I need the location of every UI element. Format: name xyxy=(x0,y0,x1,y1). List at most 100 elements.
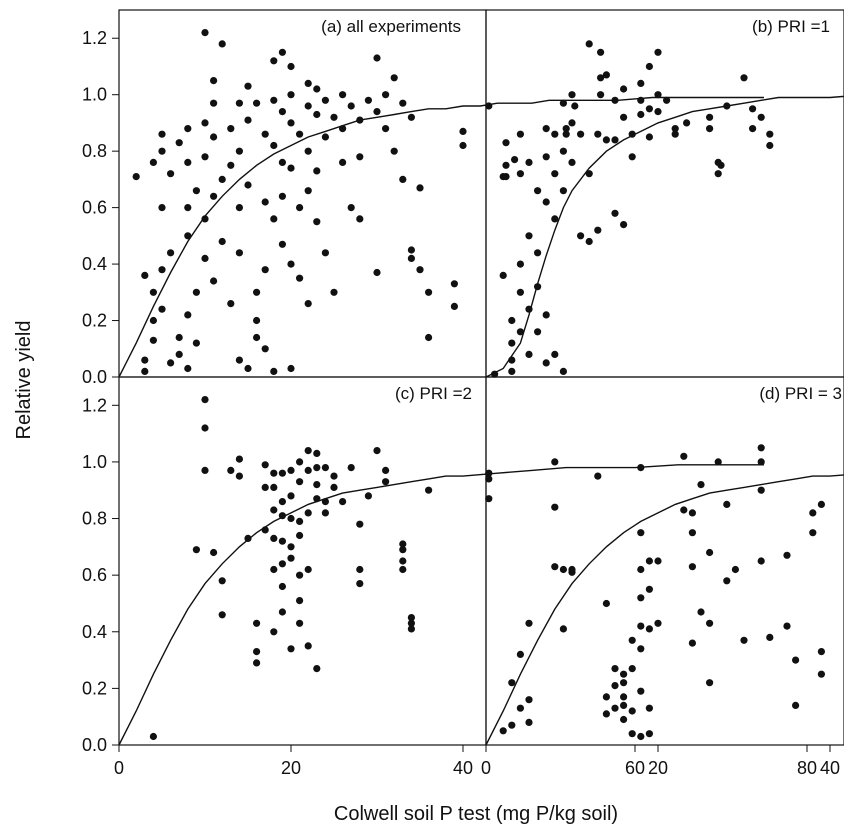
data-point-d xyxy=(792,656,800,664)
y-tick-label: 0.4 xyxy=(82,254,107,274)
data-point-c xyxy=(321,498,329,506)
data-point-b xyxy=(585,40,593,48)
data-point-d xyxy=(559,625,568,633)
data-point-a xyxy=(416,184,424,192)
data-point-a xyxy=(373,108,381,116)
data-point-a xyxy=(192,288,200,296)
data-point-b xyxy=(525,305,533,313)
data-point-a xyxy=(141,271,149,279)
data-point-d xyxy=(602,599,611,608)
data-point-a xyxy=(261,130,269,138)
data-point-c xyxy=(201,424,209,432)
data-point-c xyxy=(304,466,312,474)
data-point-b xyxy=(654,48,662,56)
data-point-a xyxy=(321,96,329,104)
data-point-d xyxy=(723,500,731,508)
data-point-a xyxy=(244,116,252,124)
data-point-b xyxy=(516,328,525,336)
data-point-d xyxy=(688,639,697,647)
data-point-a xyxy=(175,333,183,342)
y-tick-label: 0.6 xyxy=(82,198,107,218)
data-point-c xyxy=(253,648,261,656)
data-point-a xyxy=(192,339,200,347)
data-point-c xyxy=(485,469,493,477)
data-point-b xyxy=(766,130,774,138)
data-point-a xyxy=(218,40,226,48)
data-point-b xyxy=(594,130,602,138)
data-point-c xyxy=(313,665,321,673)
data-point-a xyxy=(270,96,278,104)
data-point-b xyxy=(534,249,542,257)
data-point-d xyxy=(525,619,533,627)
data-point-a xyxy=(399,175,407,183)
data-point-a xyxy=(201,28,209,37)
data-point-a xyxy=(167,249,175,257)
data-point-a xyxy=(597,74,605,82)
y-tick-label: 1.0 xyxy=(82,85,107,105)
data-point-a xyxy=(261,198,269,206)
data-point-b xyxy=(499,271,507,279)
data-point-a xyxy=(425,288,433,296)
data-point-d xyxy=(628,730,636,738)
data-point-d xyxy=(697,608,705,616)
data-point-a xyxy=(141,367,149,375)
data-point-d xyxy=(697,481,705,489)
data-point-a xyxy=(278,192,286,200)
data-point-a xyxy=(502,139,510,147)
data-point-b xyxy=(559,147,568,155)
data-point-d xyxy=(817,648,826,656)
y-tick-label: 0.8 xyxy=(82,141,107,161)
data-point-b xyxy=(654,108,662,116)
data-point-c xyxy=(399,540,407,548)
data-point-b xyxy=(749,125,757,133)
data-point-c xyxy=(278,537,286,545)
data-point-c xyxy=(270,483,278,491)
data-point-c xyxy=(201,466,209,474)
y-tick-label: 0.0 xyxy=(82,735,107,755)
data-point-a xyxy=(184,311,192,319)
data-point-b xyxy=(723,102,731,110)
data-point-a xyxy=(356,215,364,223)
data-point-c xyxy=(485,495,493,503)
data-point-c xyxy=(321,509,329,517)
data-point-c xyxy=(261,483,269,491)
data-point-b xyxy=(585,170,593,178)
data-point-a xyxy=(373,268,381,277)
data-point-a xyxy=(158,147,166,155)
y-tick-label: 0.2 xyxy=(82,311,107,331)
data-point-d xyxy=(706,548,714,557)
data-point-d xyxy=(551,503,559,511)
data-point-b xyxy=(551,350,559,358)
data-point-b xyxy=(525,232,533,240)
data-point-a xyxy=(287,164,295,172)
data-point-d xyxy=(620,701,628,710)
data-point-a xyxy=(244,181,252,189)
data-point-d xyxy=(757,444,765,452)
data-point-a xyxy=(330,113,338,121)
x-tick-label: 80 xyxy=(797,758,817,778)
x-tick-label: 0 xyxy=(114,758,124,778)
data-point-a xyxy=(210,77,218,85)
data-point-a xyxy=(304,79,312,87)
panel-title-c: (c) PRI =2 xyxy=(395,384,472,403)
data-point-b xyxy=(645,62,654,71)
data-point-c xyxy=(270,534,278,543)
data-point-c xyxy=(304,447,312,455)
data-point-a xyxy=(227,125,235,133)
data-point-a xyxy=(339,91,347,99)
data-point-a xyxy=(399,99,407,107)
data-point-a xyxy=(313,167,321,175)
data-point-b xyxy=(559,187,568,195)
data-point-c xyxy=(296,517,304,526)
data-point-b xyxy=(568,119,576,127)
data-point-a xyxy=(149,316,157,325)
x-tick-label: 60 xyxy=(625,758,645,778)
data-point-d xyxy=(568,565,576,574)
data-point-a xyxy=(287,364,295,373)
data-point-b xyxy=(602,136,611,144)
data-point-a xyxy=(356,153,364,161)
data-point-a xyxy=(296,130,304,138)
data-point-a xyxy=(278,48,286,56)
x-tick-label: 40 xyxy=(820,758,840,778)
